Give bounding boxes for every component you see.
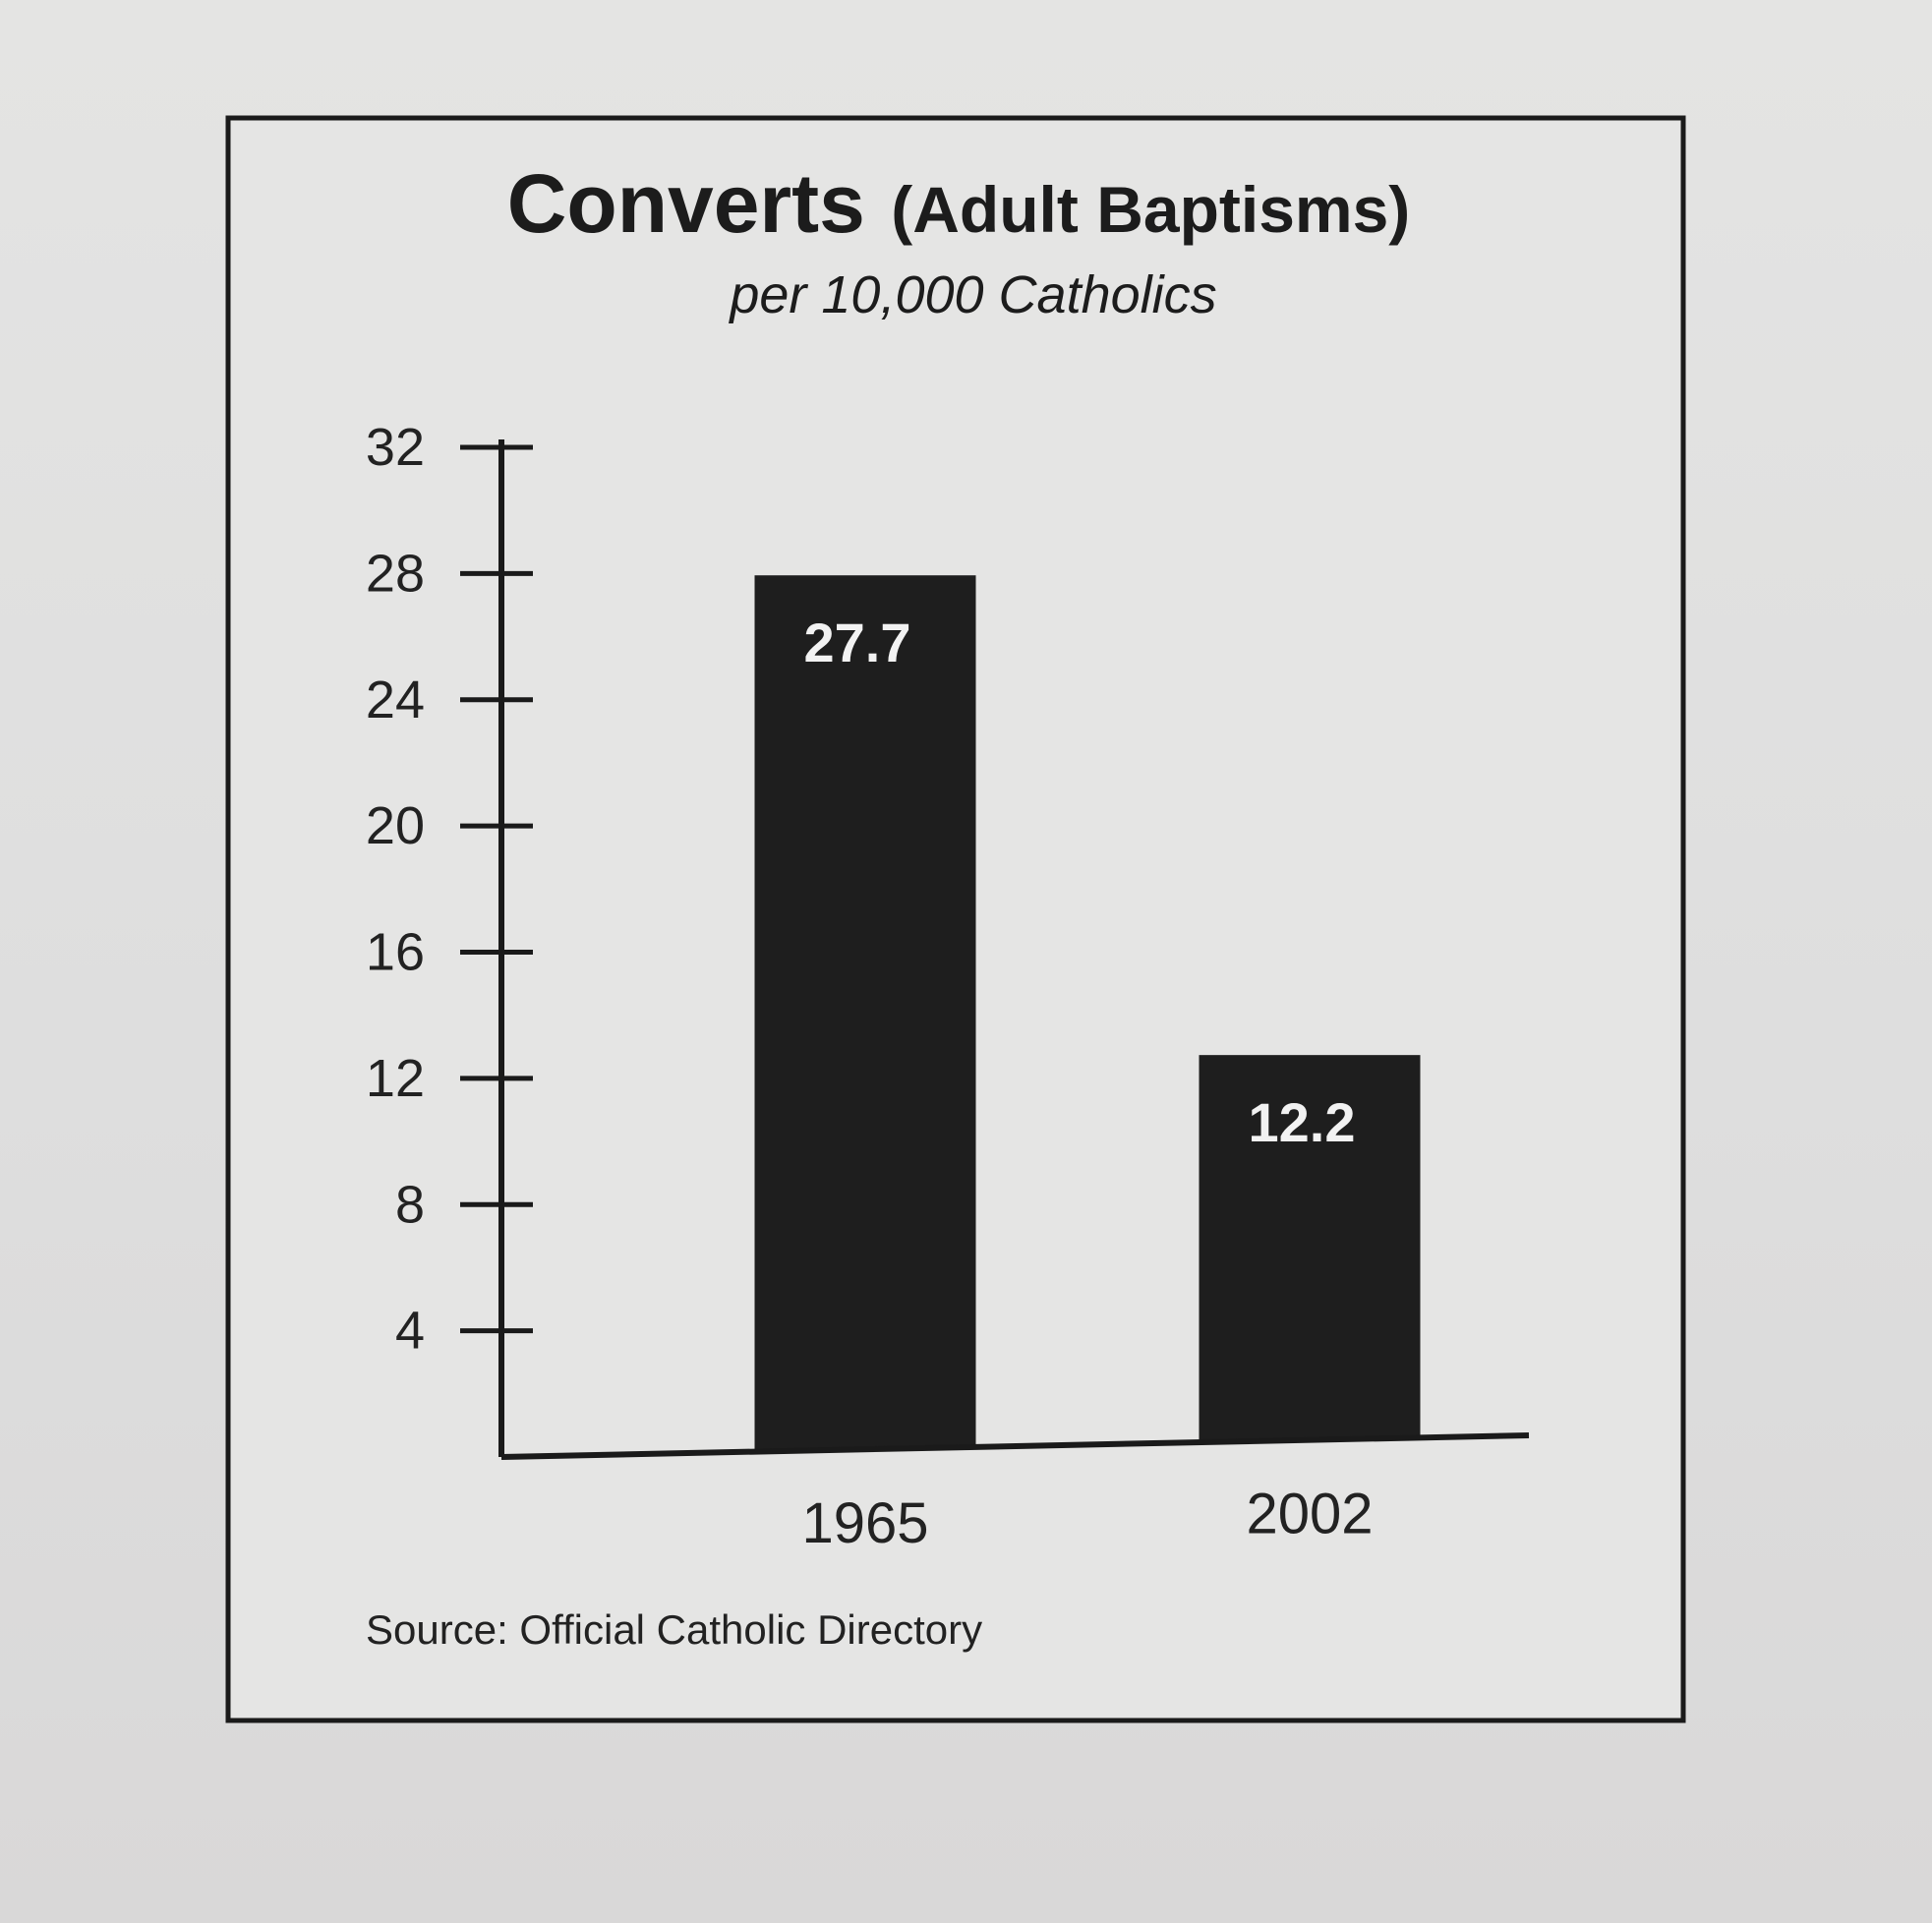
bar-data-label: 12.2	[1249, 1091, 1356, 1153]
y-tick-label: 24	[366, 670, 425, 729]
x-axis: 1965 2002	[500, 1432, 1530, 1555]
y-tick-label: 12	[366, 1049, 425, 1108]
y-tick-label: 28	[366, 544, 425, 603]
chart-subtitle: per 10,000 Catholics	[728, 265, 1216, 324]
chart-title-parenthetical: (Adult Baptisms)	[891, 173, 1410, 246]
x-tick-label: 1965	[801, 1491, 928, 1555]
bar-data-label: 27.7	[804, 612, 911, 673]
source-note: Source: Official Catholic Directory	[366, 1606, 982, 1653]
y-tick-label: 16	[366, 923, 425, 982]
chart-title: Converts (Adult Baptisms)	[507, 157, 1411, 250]
y-tick-label: 4	[395, 1302, 425, 1361]
x-axis-line	[500, 1432, 1530, 1460]
y-axis: 4 8 12 16 20 24 28 32	[366, 418, 533, 1457]
y-tick-label: 8	[395, 1175, 425, 1234]
y-tick-label: 32	[366, 418, 425, 477]
chart-title-main: Converts	[507, 157, 865, 250]
bars: 27.7 12.2	[754, 575, 1421, 1450]
x-tick-label: 2002	[1246, 1483, 1373, 1546]
bar-1965	[754, 575, 976, 1450]
y-tick-label: 20	[366, 796, 425, 855]
bar-2002	[1199, 1055, 1421, 1440]
